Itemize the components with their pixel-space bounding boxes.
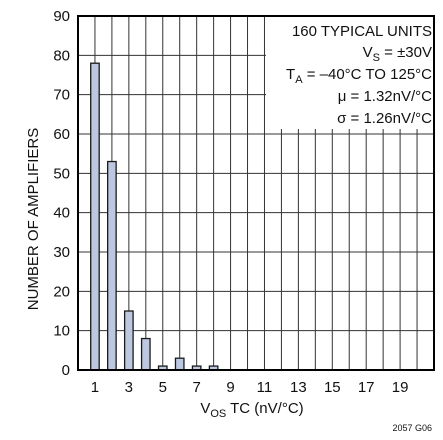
annotation-temp-sub: A: [295, 74, 303, 86]
histogram-bar: [174, 357, 185, 371]
y-tick-label: 90: [53, 8, 70, 25]
x-tick-label: 15: [324, 379, 341, 396]
annotation-mean: μ = 1.32nV/°C: [338, 88, 432, 105]
annotation-temp: TA = –40°C TO 125°C: [286, 66, 432, 86]
y-tick-label: 40: [53, 205, 70, 222]
y-tick-labels: 0 10 20 30 40 50 60 70 80 90: [53, 8, 70, 379]
x-tick-label: 11: [257, 379, 273, 396]
x-axis-label-rest: TC (nV/°C): [226, 400, 303, 417]
histogram-bar: [107, 160, 117, 371]
histogram-bar: [90, 62, 100, 371]
x-tick-label: 19: [392, 379, 409, 396]
x-tick-label: 13: [290, 379, 307, 396]
y-tick-label: 50: [53, 165, 70, 182]
x-axis-label-main: V: [200, 400, 210, 417]
annotation-sigma: σ = 1.26nV/°C: [337, 110, 432, 127]
figure-id: 2057 G06: [392, 423, 432, 433]
annotation-supply-main: V: [363, 44, 373, 61]
x-tick-label: 3: [125, 379, 133, 396]
bars: [90, 62, 219, 371]
x-axis-label-sub: OS: [210, 408, 226, 420]
annotation-supply: VS = ±30V: [363, 44, 432, 64]
x-tick-label: 9: [226, 379, 234, 396]
x-tick-label: 17: [358, 379, 375, 396]
annotation-temp-rest: = –40°C TO 125°C: [303, 66, 433, 83]
annotation-box: [266, 17, 433, 129]
y-tick-label: 60: [53, 126, 70, 143]
x-axis-label: VOS TC (nV/°C): [200, 400, 303, 420]
y-tick-label: 0: [62, 362, 70, 379]
annotation-supply-sub: S: [373, 52, 380, 64]
x-tick-label: 7: [192, 379, 200, 396]
x-tick-label: 5: [159, 379, 167, 396]
annotation-supply-rest: = ±30V: [380, 44, 432, 61]
y-axis-label: NUMBER OF AMPLIFIERS: [25, 128, 42, 311]
y-tick-label: 20: [53, 283, 70, 300]
y-tick-label: 30: [53, 244, 70, 261]
histogram-bar: [123, 310, 134, 371]
annotation-units: 160 TYPICAL UNITS: [292, 23, 432, 40]
x-tick-labels: 1 3 5 7 9 11 13 15 17 19: [91, 379, 409, 396]
plot-frame: [77, 15, 435, 371]
y-tick-label: 80: [53, 47, 70, 64]
y-tick-label: 70: [53, 87, 70, 104]
histogram-bar: [140, 337, 151, 371]
annotation-temp-main: T: [286, 66, 295, 83]
y-tick-label: 10: [53, 323, 70, 340]
x-tick-label: 1: [91, 379, 99, 396]
